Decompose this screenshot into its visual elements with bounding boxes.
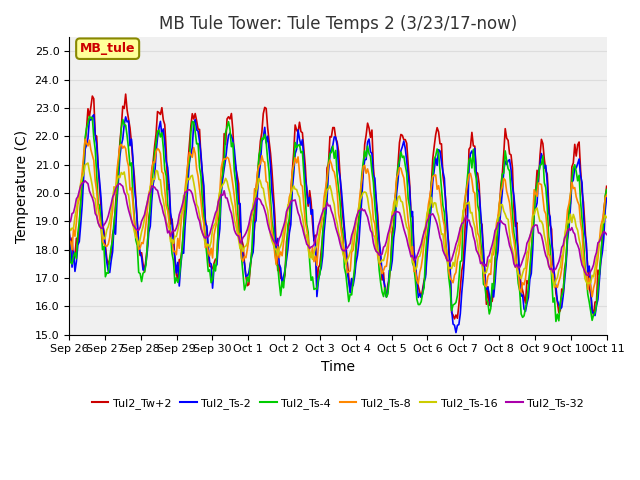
- Tul2_Ts-32: [340, 248, 348, 254]
- Tul2_Ts-2: [462, 234, 470, 240]
- Tul2_Ts-16: [155, 177, 163, 182]
- Tul2_Ts-32: [603, 232, 611, 238]
- Tul2_Ts-16: [550, 283, 558, 289]
- Tul2_Ts-16: [594, 249, 602, 254]
- Line: Tul2_Ts-16: Tul2_Ts-16: [69, 163, 607, 286]
- Tul2_Ts-4: [155, 127, 163, 133]
- Tul2_Tw+2: [248, 249, 255, 255]
- Tul2_Ts-2: [65, 230, 73, 236]
- Tul2_Ts-4: [248, 250, 255, 256]
- Tul2_Ts-2: [603, 195, 611, 201]
- Tul2_Tw+2: [135, 241, 143, 247]
- Tul2_Tw+2: [65, 227, 73, 233]
- Tul2_Ts-8: [81, 136, 89, 142]
- Tul2_Ts-8: [248, 214, 255, 219]
- Tul2_Ts-32: [155, 193, 163, 199]
- Tul2_Ts-4: [86, 114, 93, 120]
- Tul2_Ts-2: [135, 241, 143, 247]
- Tul2_Ts-32: [81, 178, 89, 184]
- Tul2_Ts-2: [90, 112, 98, 118]
- Tul2_Ts-32: [65, 220, 73, 226]
- Tul2_Tw+2: [594, 267, 602, 273]
- Tul2_Ts-8: [65, 238, 73, 243]
- Tul2_Ts-32: [584, 272, 591, 278]
- Tul2_Ts-16: [65, 225, 73, 230]
- Y-axis label: Temperature (C): Temperature (C): [15, 130, 29, 242]
- Tul2_Ts-2: [452, 330, 460, 336]
- Tul2_Ts-8: [461, 198, 468, 204]
- Tul2_Ts-16: [248, 211, 255, 217]
- Line: Tul2_Ts-4: Tul2_Ts-4: [69, 117, 607, 322]
- Tul2_Ts-4: [594, 287, 602, 292]
- Tul2_Ts-2: [248, 254, 255, 260]
- X-axis label: Time: Time: [321, 360, 355, 374]
- Title: MB Tule Tower: Tule Temps 2 (3/23/17-now): MB Tule Tower: Tule Temps 2 (3/23/17-now…: [159, 15, 517, 33]
- Text: MB_tule: MB_tule: [80, 42, 136, 55]
- Tul2_Ts-8: [155, 147, 163, 153]
- Tul2_Tw+2: [155, 110, 163, 116]
- Tul2_Ts-32: [594, 240, 602, 246]
- Tul2_Ts-16: [603, 215, 611, 220]
- Tul2_Ts-8: [594, 255, 602, 261]
- Line: Tul2_Ts-2: Tul2_Ts-2: [69, 115, 607, 333]
- Tul2_Ts-2: [155, 125, 163, 131]
- Tul2_Ts-16: [461, 205, 468, 211]
- Tul2_Ts-2: [594, 297, 602, 302]
- Tul2_Ts-4: [461, 201, 468, 206]
- Tul2_Ts-8: [340, 249, 348, 255]
- Tul2_Tw+2: [340, 229, 348, 235]
- Tul2_Tw+2: [451, 316, 458, 322]
- Tul2_Ts-16: [135, 243, 143, 249]
- Tul2_Tw+2: [603, 183, 611, 189]
- Tul2_Tw+2: [122, 91, 129, 97]
- Tul2_Ts-16: [340, 256, 348, 262]
- Line: Tul2_Ts-8: Tul2_Ts-8: [69, 139, 607, 297]
- Tul2_Ts-4: [603, 187, 611, 192]
- Tul2_Ts-32: [135, 228, 143, 233]
- Line: Tul2_Ts-32: Tul2_Ts-32: [69, 181, 607, 275]
- Tul2_Ts-32: [248, 208, 255, 214]
- Tul2_Ts-32: [461, 216, 468, 222]
- Tul2_Ts-8: [588, 294, 596, 300]
- Tul2_Ts-8: [135, 247, 143, 252]
- Tul2_Ts-16: [84, 160, 92, 166]
- Tul2_Ts-4: [135, 270, 143, 276]
- Legend: Tul2_Tw+2, Tul2_Ts-2, Tul2_Ts-4, Tul2_Ts-8, Tul2_Ts-16, Tul2_Ts-32: Tul2_Tw+2, Tul2_Ts-2, Tul2_Ts-4, Tul2_Ts…: [87, 394, 588, 414]
- Tul2_Ts-4: [65, 242, 73, 248]
- Line: Tul2_Tw+2: Tul2_Tw+2: [69, 94, 607, 319]
- Tul2_Ts-8: [603, 192, 611, 198]
- Tul2_Ts-4: [340, 264, 348, 270]
- Tul2_Ts-2: [340, 224, 348, 229]
- Tul2_Tw+2: [462, 201, 470, 206]
- Tul2_Ts-4: [552, 319, 560, 324]
